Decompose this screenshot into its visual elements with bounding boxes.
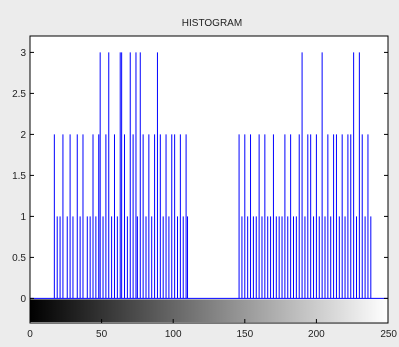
x-tick-label: 150 [236,329,253,340]
y-tick-label: 2 [20,130,26,141]
x-tick-label: 250 [380,329,397,340]
y-tick-label: 3 [20,48,26,59]
y-axis: 0 0.5 1 1.5 2 2.5 3 [12,48,388,305]
colorbar [30,299,388,322]
x-tick-label: 200 [308,329,325,340]
histogram-bars [30,52,388,299]
chart-title: HISTOGRAM [182,18,242,29]
y-tick-label: 0 [20,294,26,305]
plot-frame [29,35,389,324]
x-tick-label: 0 [27,329,33,340]
x-tick-label: 50 [96,329,108,340]
y-tick-label: 1.5 [12,171,26,182]
y-tick-label: 1 [20,212,26,223]
x-tick-label: 100 [165,329,182,340]
plot-area [30,36,388,323]
y-tick-label: 0.5 [12,253,26,264]
y-tick-label: 2.5 [12,89,26,100]
